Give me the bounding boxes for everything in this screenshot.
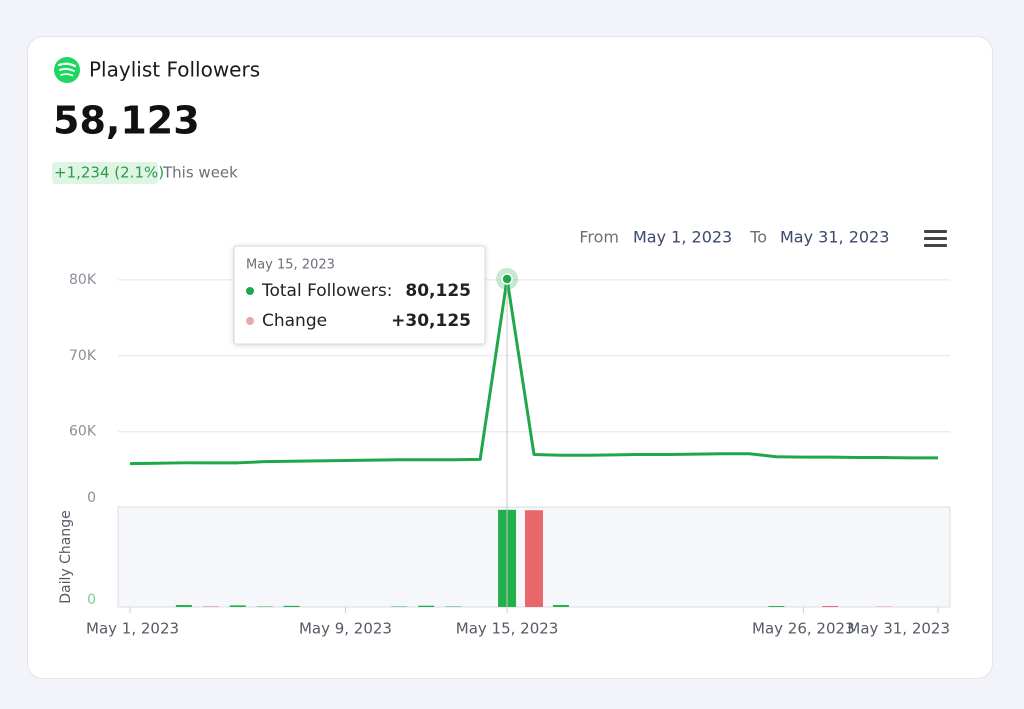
tooltip-label: Total Followers: bbox=[261, 281, 392, 301]
spotify-icon bbox=[54, 57, 80, 83]
y-tick-label: 0 bbox=[87, 490, 96, 506]
total: 58,123 bbox=[53, 99, 200, 143]
bar bbox=[552, 605, 569, 607]
y-tick-label: 70K bbox=[69, 348, 97, 364]
change: +1,234 (2.1%) bbox=[54, 164, 164, 182]
bar bbox=[175, 605, 192, 607]
tooltip-dot bbox=[246, 317, 254, 325]
x-tick-label: May 1, 2023 bbox=[86, 620, 179, 638]
y-axis-label: Daily Change bbox=[58, 510, 74, 603]
tooltip-value: +30,125 bbox=[391, 311, 471, 331]
x-tick-label: May 9, 2023 bbox=[299, 620, 392, 638]
bar bbox=[768, 606, 785, 607]
y-tick-label: 0 bbox=[87, 592, 96, 608]
x-tick-label: May 26, 2023 bbox=[752, 620, 855, 638]
hover-point bbox=[501, 273, 513, 285]
bar bbox=[525, 510, 543, 607]
menu-button[interactable] bbox=[924, 230, 947, 247]
tooltip-label: Change bbox=[262, 311, 327, 331]
y-tick-label: 60K bbox=[69, 424, 97, 440]
tooltip-value: 80,125 bbox=[405, 281, 471, 301]
period: This week bbox=[162, 164, 238, 182]
bar bbox=[283, 605, 300, 607]
to-label: To bbox=[749, 228, 767, 247]
tooltip-box bbox=[233, 245, 486, 345]
title: Playlist Followers bbox=[89, 58, 260, 82]
x-tick-label: May 31, 2023 bbox=[847, 620, 950, 638]
from-label: From bbox=[579, 228, 619, 247]
y-tick-label: 80K bbox=[69, 272, 97, 288]
to-date[interactable]: May 31, 2023 bbox=[780, 228, 889, 247]
tooltip-date: May 15, 2023 bbox=[246, 258, 335, 273]
change-badge bbox=[52, 162, 158, 184]
bar bbox=[822, 606, 839, 607]
tooltip: May 15, 2023 Total Followers: 80,125 Change… bbox=[233, 245, 486, 345]
from-date[interactable]: May 1, 2023 bbox=[633, 228, 732, 247]
line bbox=[129, 277, 938, 466]
tooltip-dot bbox=[246, 287, 254, 295]
bar bbox=[229, 605, 246, 607]
bar bbox=[418, 605, 435, 607]
x-tick-label: May 15, 2023 bbox=[456, 620, 559, 638]
